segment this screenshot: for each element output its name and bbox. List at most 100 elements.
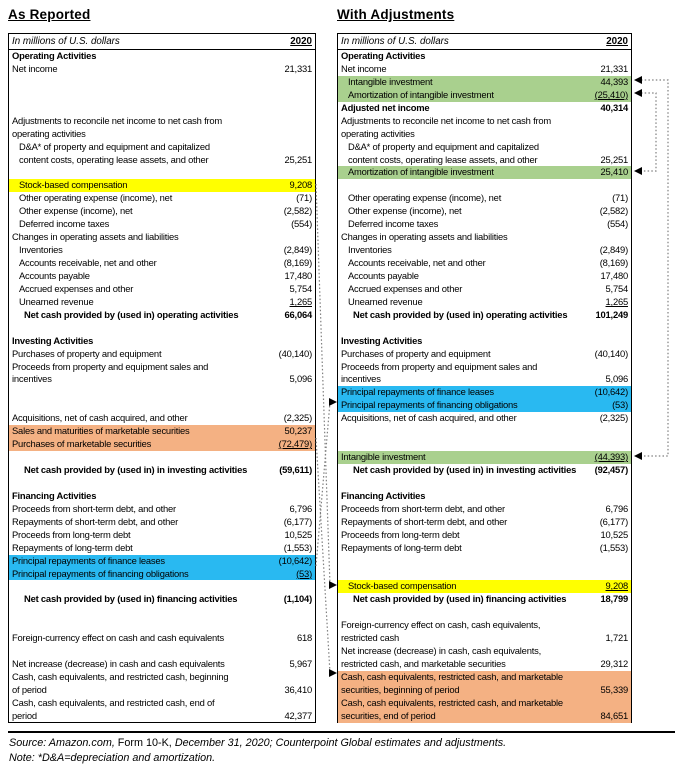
row-label: Amortization of intangible investment xyxy=(348,88,494,100)
row-label: Proceeds from long-term debt xyxy=(341,528,460,540)
table-header-row: In millions of U.S. dollars 2020 xyxy=(9,34,315,50)
table-row: Inventories (2,849) xyxy=(338,244,631,257)
connector-finance-lease-rows xyxy=(315,398,337,567)
row-label: Principal repayments of finance leases xyxy=(341,386,494,398)
row-value: 29,312 xyxy=(600,658,629,670)
spacer-row xyxy=(9,477,315,490)
row-value: (53) xyxy=(296,567,312,579)
row-label: Repayments of long-term debt xyxy=(12,541,133,553)
row-label: Accounts receivable, net and other xyxy=(19,257,157,269)
table-row: Changes in operating assets and liabilit… xyxy=(9,231,315,244)
row-label: Adjusted net income xyxy=(341,101,430,113)
table-row: period 42,377 xyxy=(9,710,315,723)
spacer-row xyxy=(338,568,631,581)
table-row: Investing Activities xyxy=(338,335,631,348)
row-label: Stock-based compensation xyxy=(348,580,457,592)
spacer-row xyxy=(9,451,315,464)
row-value: 1,265 xyxy=(605,295,629,307)
table-row: Net increase (decrease) in cash and cash… xyxy=(9,658,315,671)
row-label: Net increase (decrease) in cash and cash… xyxy=(12,658,225,670)
row-label: Accrued expenses and other xyxy=(19,282,134,294)
row-value: (92,457) xyxy=(594,464,629,476)
table-body: Operating Activities Net income 21,331 Adju… xyxy=(9,50,315,723)
table-row: Net income 21,331 xyxy=(338,63,631,76)
table-row: D&A* of property and equipment and capit… xyxy=(338,141,631,154)
table-row: Purchases of marketable securities (72,47… xyxy=(9,438,315,452)
table-row: Amortization of intangible investment (25… xyxy=(338,88,631,102)
source-line: Source: Amazon.com, Form 10-K, December … xyxy=(9,737,506,749)
row-value: (1,104) xyxy=(283,593,313,605)
row-label: incentives xyxy=(341,373,381,385)
table-row: incentives 5,096 xyxy=(9,373,315,386)
row-value: (40,140) xyxy=(278,347,313,359)
row-label: Proceeds from short-term debt, and other xyxy=(341,502,505,514)
row-value: 5,754 xyxy=(605,282,629,294)
table-row: Net cash provided by (used in) operating… xyxy=(9,309,315,322)
table-row: Deferred income taxes (554) xyxy=(338,218,631,231)
row-label: Proceeds from property and equipment sal… xyxy=(341,360,538,372)
note-line: Note: *D&A=depreciation and amortization… xyxy=(9,752,216,764)
row-value: (2,849) xyxy=(283,244,313,256)
spacer-row xyxy=(9,322,315,335)
table-body: Operating Activities Net income 21,331 Inta… xyxy=(338,50,631,723)
row-value: (2,849) xyxy=(599,244,629,256)
row-label: Principal repayments of financing obliga… xyxy=(341,399,518,411)
row-label: Repayments of short-term debt, and other xyxy=(341,515,508,527)
row-value: 44,393 xyxy=(600,75,629,87)
arrowhead-left-icon xyxy=(634,76,642,84)
as-reported-table: In millions of U.S. dollars 2020 Operati… xyxy=(8,33,316,723)
row-value: (6,177) xyxy=(599,515,629,527)
row-label: Unearned revenue xyxy=(19,295,94,307)
row-value: (2,582) xyxy=(599,205,629,217)
table-row: Net income 21,331 xyxy=(9,63,315,76)
row-value: (2,582) xyxy=(283,205,313,217)
table-row: Cash, cash equivalents, restricted cash,… xyxy=(338,696,631,710)
row-label: restricted cash, and marketable securiti… xyxy=(341,658,506,670)
row-label: Accounts payable xyxy=(348,269,419,281)
table-row: Acquisitions, net of cash acquired, and … xyxy=(9,412,315,425)
table-row: Accrued expenses and other 5,754 xyxy=(338,283,631,296)
row-label: Proceeds from short-term debt, and other xyxy=(12,502,176,514)
row-value: (53) xyxy=(612,399,628,411)
row-label: incentives xyxy=(12,373,52,385)
row-label: Investing Activities xyxy=(341,334,423,346)
row-value: 5,967 xyxy=(289,658,313,670)
table-row: Adjusted net income 40,314 xyxy=(338,102,631,115)
table-row: Cash, cash equivalents, and restricted c… xyxy=(9,697,315,710)
row-label: Cash, cash equivalents, and restricted c… xyxy=(12,671,229,683)
table-row: Principal repayments of finance leases (1… xyxy=(338,386,631,400)
row-label: Other expense (income), net xyxy=(19,205,133,217)
row-value: 9,208 xyxy=(289,179,313,191)
row-label: Financing Activities xyxy=(341,489,426,501)
table-row: Other expense (income), net (2,582) xyxy=(9,205,315,218)
table-row: Financing Activities xyxy=(9,490,315,503)
row-value: (72,479) xyxy=(278,438,313,450)
row-label: Purchases of property and equipment xyxy=(12,347,162,359)
row-label: Adjustments to reconcile net income to n… xyxy=(341,114,552,126)
row-value: 618 xyxy=(296,632,312,644)
row-label: Net cash provided by (used in) in invest… xyxy=(353,464,577,476)
row-value: 6,796 xyxy=(605,502,629,514)
row-value: (2,325) xyxy=(283,412,313,424)
table-row: Net cash provided by (used in) operating… xyxy=(338,309,631,322)
table-row: Stock-based compensation 9,208 xyxy=(338,580,631,594)
table-row: Other operating expense (income), net (71… xyxy=(338,192,631,205)
table-row: Net cash provided by (used in) in invest… xyxy=(338,464,631,477)
table-row: Intangible investment 44,393 xyxy=(338,75,631,89)
as-reported-title: As Reported xyxy=(8,7,91,22)
table-row: Investing Activities xyxy=(9,335,315,348)
spacer-row xyxy=(338,555,631,568)
row-label: operating activities xyxy=(12,127,86,139)
connector-amortization-intangible xyxy=(634,89,657,175)
arrowhead-left-icon xyxy=(634,89,642,97)
table-row: Sales and maturities of marketable secur… xyxy=(9,425,315,439)
row-value: 1,721 xyxy=(605,632,629,644)
spacer-row xyxy=(338,477,631,490)
row-value: (71) xyxy=(612,192,628,204)
table-row: Amortization of intangible investment 25,… xyxy=(338,166,631,180)
row-value: (25,410) xyxy=(594,88,629,100)
unit-label: In millions of U.S. dollars xyxy=(341,36,449,47)
row-label: Proceeds from long-term debt xyxy=(12,528,131,540)
row-label: Purchases of marketable securities xyxy=(12,438,152,450)
table-row: Cash, cash equivalents, restricted cash,… xyxy=(338,671,631,684)
